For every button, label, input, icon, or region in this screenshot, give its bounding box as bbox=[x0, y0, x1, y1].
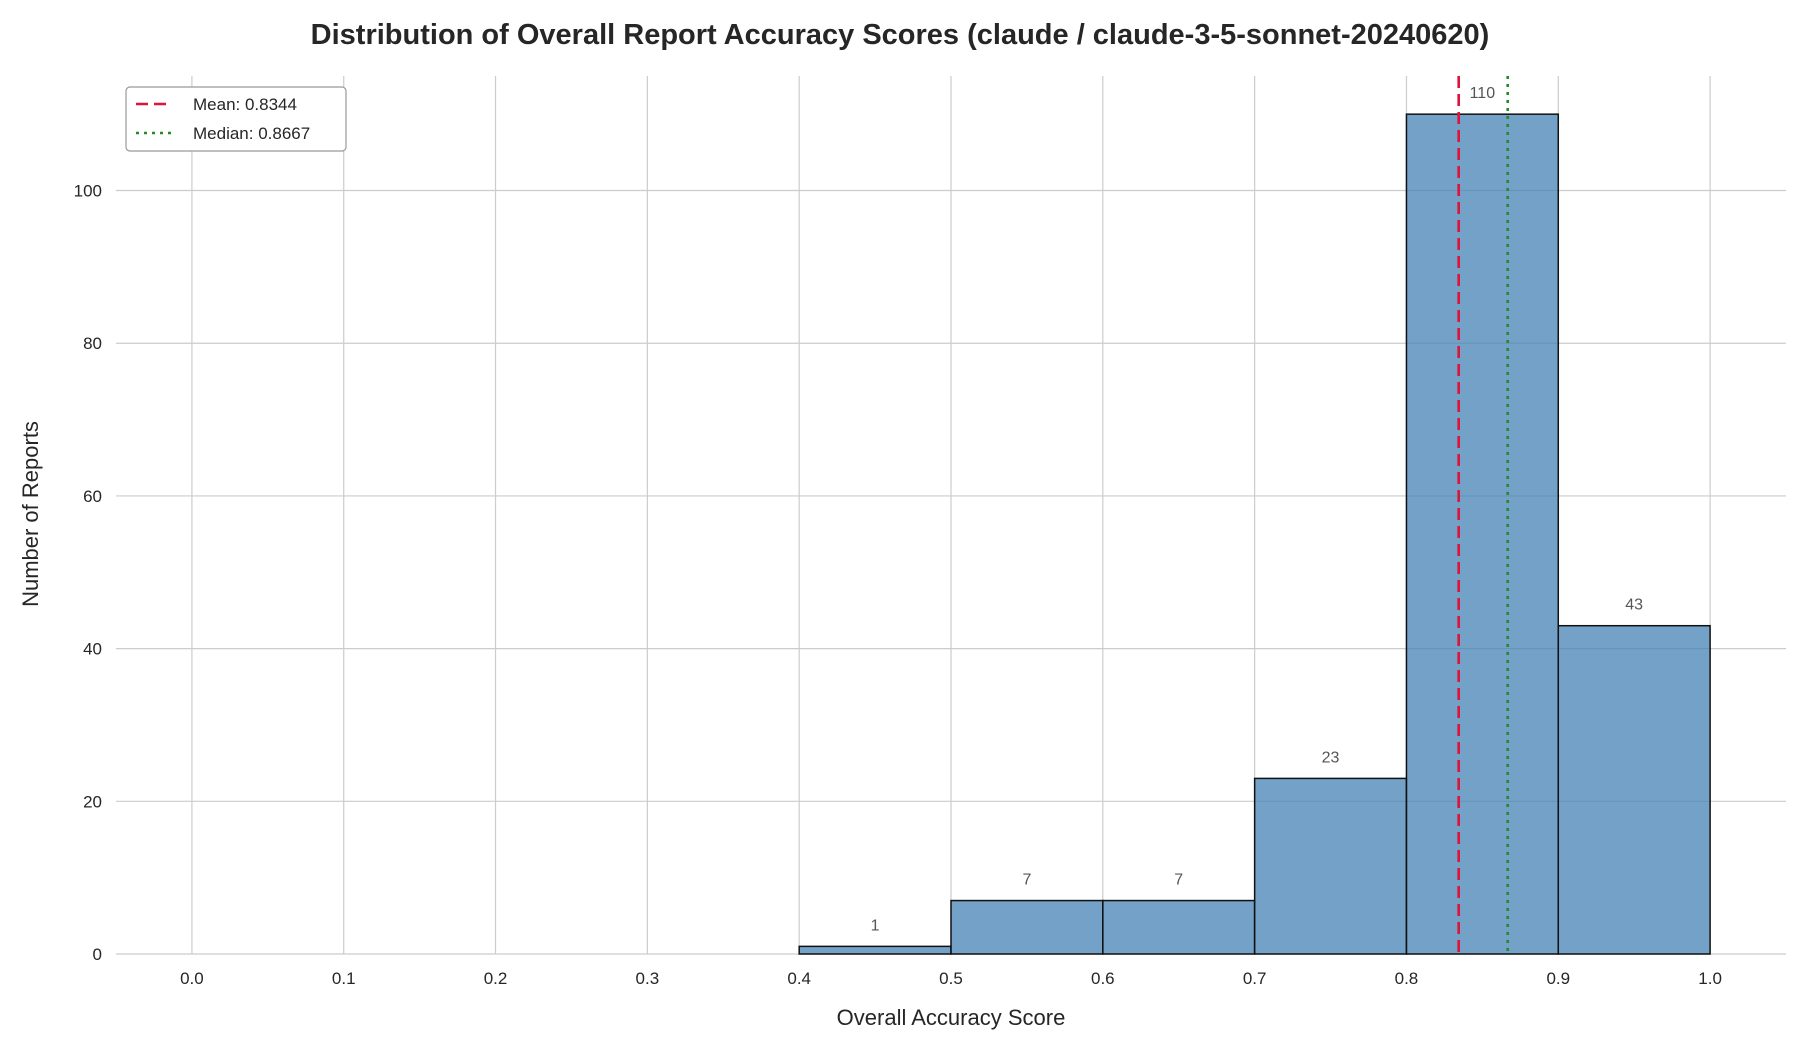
x-tick-label: 0.9 bbox=[1546, 969, 1570, 988]
reference-lines bbox=[1457, 76, 1510, 954]
x-tick-label: 0.8 bbox=[1395, 969, 1419, 988]
x-tick-label: 0.3 bbox=[636, 969, 660, 988]
y-tick-label: 100 bbox=[74, 182, 102, 201]
x-tick-label: 0.2 bbox=[484, 969, 508, 988]
legend-box bbox=[125, 86, 347, 152]
histogram-bar bbox=[1405, 113, 1560, 955]
bar-count-label: 7 bbox=[1174, 872, 1183, 889]
x-tick-label: 0.7 bbox=[1243, 969, 1267, 988]
legend-median-label: Median: 0.8667 bbox=[193, 124, 310, 143]
chart-title: Distribution of Overall Report Accuracy … bbox=[311, 19, 1490, 51]
histogram-bars bbox=[798, 113, 1711, 955]
x-axis-ticks: 0.0 0.1 0.2 0.3 0.4 0.5 0.6 0.7 0.8 0.9 1.0 bbox=[180, 969, 1722, 988]
x-tick-label: 0.1 bbox=[332, 969, 356, 988]
x-tick-label: 0.6 bbox=[1091, 969, 1115, 988]
bar-count-label: 7 bbox=[1022, 872, 1031, 889]
x-axis-label: Overall Accuracy Score bbox=[837, 1005, 1066, 1030]
y-tick-label: 60 bbox=[83, 487, 102, 506]
histogram-bar bbox=[1253, 777, 1408, 955]
bar-count-label: 23 bbox=[1322, 749, 1340, 766]
y-tick-label: 80 bbox=[83, 334, 102, 353]
histogram-bar bbox=[798, 945, 952, 955]
legend-mean-label: Mean: 0.8344 bbox=[193, 95, 297, 114]
y-axis-label: Number of Reports bbox=[18, 421, 43, 607]
y-axis-ticks: 0 20 40 60 80 100 bbox=[74, 182, 102, 964]
histogram-bar bbox=[1557, 624, 1711, 955]
y-tick-label: 0 bbox=[93, 945, 102, 964]
histogram-bar bbox=[1102, 899, 1256, 955]
x-tick-label: 0.0 bbox=[180, 969, 204, 988]
x-tick-label: 0.5 bbox=[939, 969, 963, 988]
histogram-bar bbox=[950, 899, 1104, 955]
bar-count-label: 43 bbox=[1625, 597, 1643, 614]
y-tick-label: 40 bbox=[83, 640, 102, 659]
x-tick-label: 1.0 bbox=[1698, 969, 1722, 988]
bar-count-label: 1 bbox=[871, 917, 880, 934]
y-tick-label: 20 bbox=[83, 792, 102, 811]
bar-count-label: 110 bbox=[1470, 85, 1496, 102]
x-tick-label: 0.4 bbox=[787, 969, 811, 988]
bar-count-labels: 1 7 7 23 110 43 bbox=[871, 85, 1644, 934]
legend: Mean: 0.8344 Median: 0.8667 bbox=[125, 86, 347, 152]
